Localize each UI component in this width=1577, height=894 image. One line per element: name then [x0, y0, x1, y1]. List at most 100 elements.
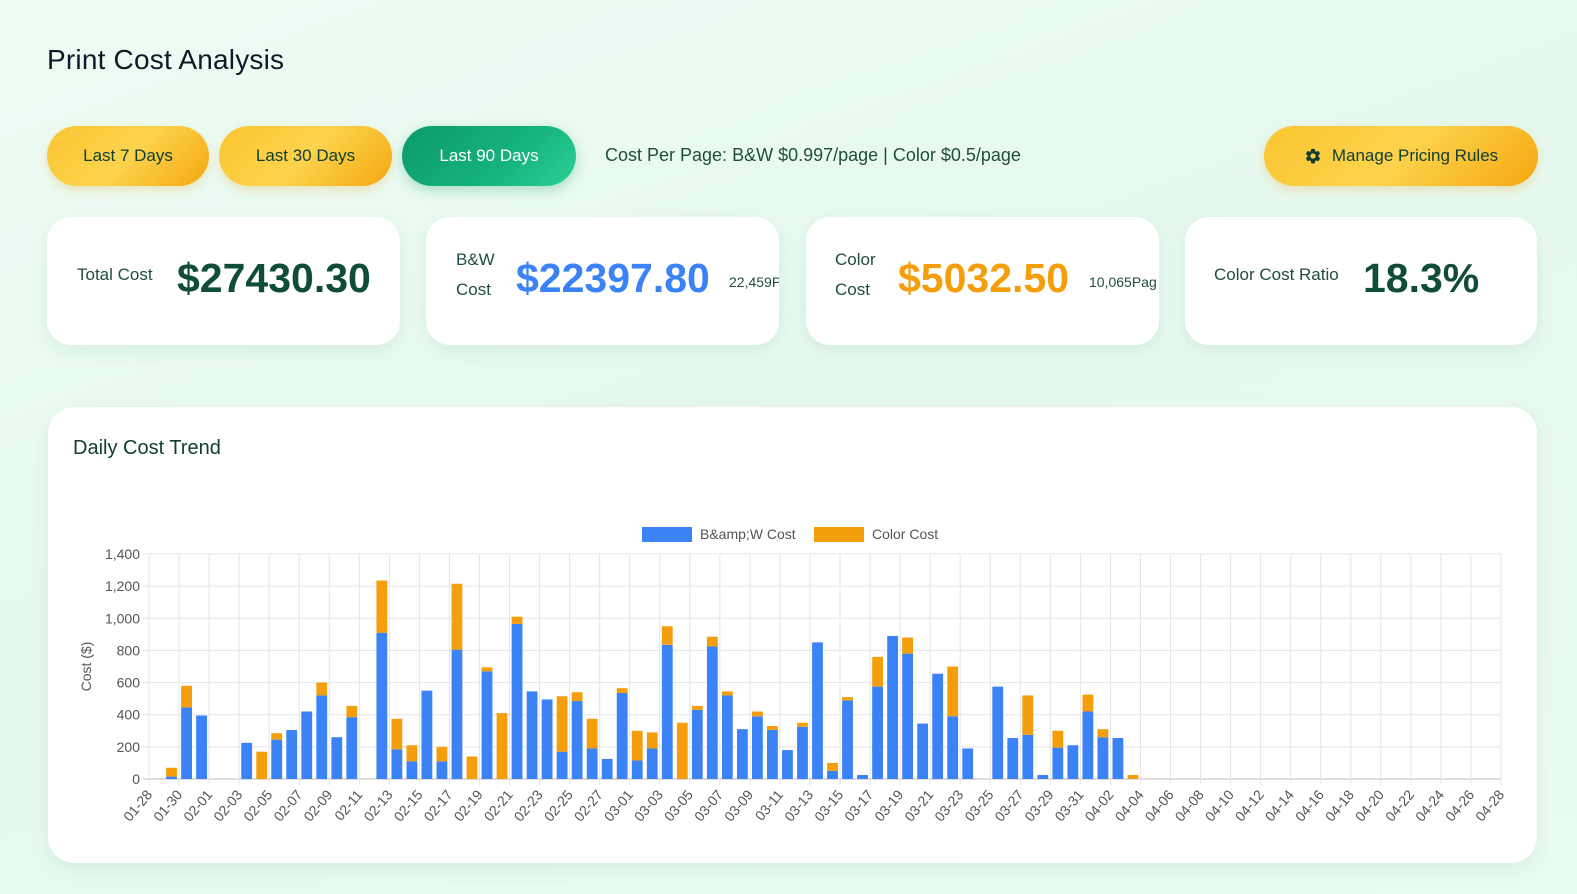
bw-cost-card: B&W Cost $22397.80 22,459P [426, 217, 779, 345]
bw-cost-bar [511, 623, 523, 779]
color-cost-bar [691, 705, 703, 710]
bw-cost-bar [541, 699, 553, 779]
color-cost-bar [181, 685, 192, 708]
color-cost-bar [586, 718, 598, 749]
manage-pricing-rules-button[interactable]: Manage Pricing Rules [1264, 126, 1538, 186]
bw-cost-label-line1: B&W [456, 250, 495, 269]
x-tick-label: 03-09 [721, 786, 756, 824]
bw-cost-bar [271, 739, 283, 779]
y-tick-label: 1,400 [105, 546, 140, 562]
x-tick-label: 02-13 [360, 786, 395, 824]
last-7-days-button[interactable]: Last 7 Days [47, 126, 209, 186]
toolbar: Last 7 Days Last 30 Days Last 90 Days Co… [47, 126, 1538, 186]
x-tick-label: 04-16 [1292, 786, 1327, 824]
x-tick-label: 02-27 [571, 786, 606, 824]
bw-cost-bar [241, 742, 253, 779]
color-cost-bar [842, 697, 853, 701]
bw-cost-bar [391, 749, 403, 779]
color-cost-ratio-value: 18.3% [1363, 255, 1480, 301]
color-cost-label-line2: Cost [835, 280, 870, 299]
x-tick-label: 04-28 [1472, 786, 1507, 824]
bw-cost-bar [1052, 747, 1064, 779]
x-tick-label: 03-03 [631, 786, 666, 824]
x-tick-label: 02-19 [451, 786, 486, 824]
bw-cost-bar [631, 760, 643, 779]
bw-cost-bar [706, 646, 718, 779]
color-cost-bar [316, 682, 328, 696]
bw-cost-bar [406, 761, 418, 779]
cost-per-page-info: Cost Per Page: B&W $0.997/page | Color $… [605, 145, 1021, 165]
color-cost-value: $5032.50 [898, 255, 1070, 301]
color-cost-bar [271, 733, 283, 740]
x-tick-label: 04-14 [1262, 786, 1297, 824]
color-cost-bar [346, 705, 358, 718]
bw-cost-bar [1082, 711, 1094, 779]
bw-cost-bar [842, 700, 853, 779]
color-cost-bar [616, 688, 628, 694]
color-cost-bar [406, 745, 418, 762]
x-tick-label: 02-11 [331, 786, 366, 823]
color-cost-bar [376, 580, 388, 633]
color-cost-bar [1082, 694, 1094, 712]
y-tick-label: 0 [132, 771, 140, 787]
legend-swatch-bw [642, 527, 692, 542]
color-cost-bar [797, 722, 808, 727]
bw-cost-bar [436, 761, 448, 779]
x-tick-label: 02-05 [240, 786, 275, 824]
color-cost-bar [1127, 774, 1139, 779]
bw-cost-bar [301, 711, 313, 779]
color-cost-bar [706, 636, 718, 647]
color-cost-card: Color Cost $5032.50 10,065Pag [806, 217, 1159, 345]
gear-icon [1305, 148, 1320, 164]
x-tick-label: 03-15 [811, 786, 846, 824]
color-cost-bar [721, 691, 733, 696]
x-tick-label: 03-29 [1021, 786, 1056, 824]
color-cost-bar [661, 626, 673, 645]
y-tick-label: 1,000 [105, 610, 140, 626]
bw-cost-bar [481, 671, 493, 779]
color-cost-bar [872, 656, 883, 687]
bw-cost-bar [797, 726, 808, 779]
bw-cost-bar [346, 717, 358, 779]
color-cost-bar [646, 732, 658, 749]
y-tick-label: 400 [117, 707, 141, 723]
bw-cost-bar [526, 691, 538, 779]
color-pages-count: 10,065Pag [1089, 274, 1157, 290]
x-tick-label: 03-05 [661, 786, 696, 824]
page-title: Print Cost Analysis [47, 44, 285, 75]
x-tick-label: 03-17 [841, 786, 876, 824]
color-cost-bar [1022, 695, 1034, 735]
x-tick-label: 02-17 [420, 786, 455, 824]
bw-cost-bar [196, 715, 207, 779]
x-tick-label: 02-21 [481, 786, 516, 824]
total-cost-card: Total Cost $27430.30 [47, 217, 400, 345]
bw-pages-count: 22,459P [729, 274, 779, 290]
bw-cost-bar [376, 632, 388, 779]
bw-cost-bar [872, 686, 883, 779]
color-cost-bar [391, 718, 403, 750]
y-tick-label: 1,200 [105, 578, 140, 594]
color-cost-bar [496, 713, 508, 779]
color-cost-bar [1052, 730, 1064, 748]
color-cost-bar [481, 667, 493, 672]
bw-cost-bar [1037, 774, 1049, 779]
bw-cost-bar [286, 729, 298, 779]
last-30-days-button[interactable]: Last 30 Days [219, 126, 392, 186]
x-tick-label: 04-26 [1442, 786, 1477, 824]
color-cost-label-line1: Color [835, 250, 876, 269]
bw-cost-bar [857, 774, 868, 779]
bw-cost-bar [887, 635, 899, 779]
color-cost-bar [827, 762, 838, 771]
last-90-days-button[interactable]: Last 90 Days [402, 126, 576, 186]
bw-cost-bar [812, 642, 823, 779]
y-tick-label: 600 [117, 675, 141, 691]
x-tick-label: 03-31 [1051, 786, 1086, 824]
x-tick-label: 04-12 [1232, 786, 1267, 824]
color-cost-bar [631, 730, 643, 761]
color-cost-bar [436, 746, 448, 762]
color-cost-ratio-card: Color Cost Ratio 18.3% [1185, 217, 1537, 345]
color-cost-ratio-label: Color Cost Ratio [1214, 265, 1339, 284]
bw-cost-bar [902, 653, 914, 779]
bw-cost-bar [661, 644, 673, 779]
x-tick-label: 02-03 [210, 786, 245, 824]
